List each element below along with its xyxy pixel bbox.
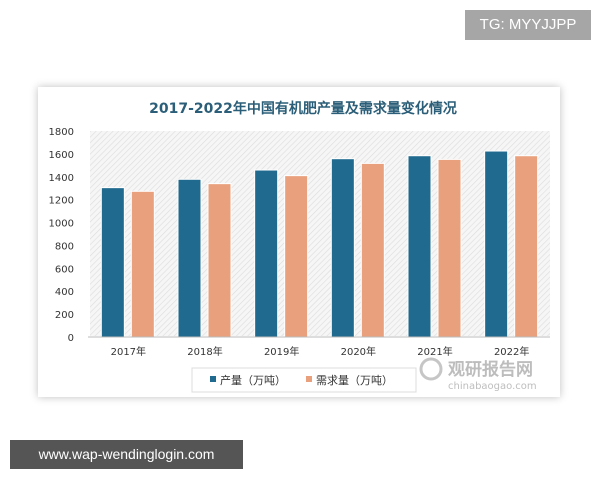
plot-area [90,131,550,336]
y-tick-label: 1800 [49,127,74,138]
bar-chart: 2017-2022年中国有机肥产量及需求量变化情况 0 200 400 600 800 1… [49,100,550,393]
x-tick-label: 2017年 [111,345,146,358]
legend-swatch-production [210,376,216,382]
y-tick-label: 1200 [49,196,74,207]
watermark-bottom: www.wap-wendinglogin.com [10,440,243,469]
production-bar [100,187,125,338]
y-tick-label: 1600 [49,150,74,161]
production-bar [484,150,509,338]
y-tick-label: 1400 [49,173,74,184]
x-tick-label: 2020年 [341,345,376,358]
y-tick-label: 200 [55,310,74,321]
x-tick-label: 2019年 [264,345,299,358]
legend: 产量（万吨） 需求量（万吨） [191,367,417,393]
production-bar [407,155,432,338]
legend-label-production: 产量（万吨） [220,373,286,387]
logo-swirl-icon [419,357,443,381]
demand-bar [437,158,462,338]
y-tick-label: 1000 [49,219,74,230]
chart-card: 2017-2022年中国有机肥产量及需求量变化情况 0 200 400 600 800 1… [38,87,560,397]
production-bar [177,178,202,338]
demand-bar [360,162,385,338]
x-tick-label: 2018年 [187,345,222,358]
demand-bar [514,155,539,338]
watermark-top: TG: MYYJJPP [465,10,591,40]
demand-bar [284,175,309,338]
legend-swatch-demand [306,376,312,382]
chart-title: 2017-2022年中国有机肥产量及需求量变化情况 [149,100,457,117]
logo-cn: 观研报告网 [447,359,533,380]
y-tick-label: 800 [55,241,74,252]
legend-label-demand: 需求量（万吨） [316,374,393,387]
x-tick-label: 2021年 [417,345,452,358]
x-tick-label: 2022年 [494,345,529,358]
chinabaogao-logo: 观研报告网 chinabaogao.com [419,357,537,392]
production-bar [330,158,355,338]
production-bar [254,169,279,338]
demand-bar [207,183,232,338]
y-tick-label: 600 [55,264,74,275]
y-tick-label: 400 [55,287,74,298]
y-tick-label: 0 [68,333,74,344]
demand-bar [130,190,155,338]
logo-en: chinabaogao.com [448,381,537,392]
